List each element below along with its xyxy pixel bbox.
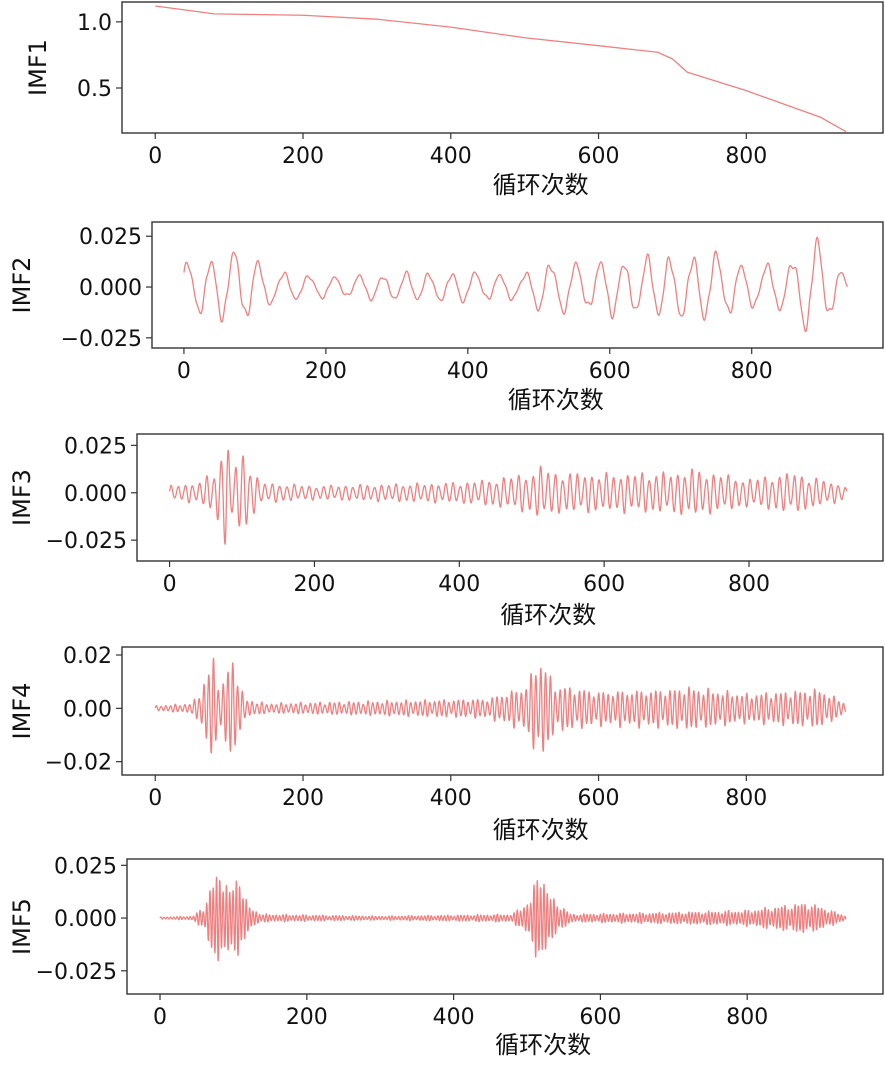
series-line-imf5 xyxy=(159,876,847,962)
x-tick-label: 400 xyxy=(433,1005,475,1030)
x-tick-label: 200 xyxy=(286,1005,328,1030)
x-tick-label: 400 xyxy=(438,572,480,597)
x-tick-label: 600 xyxy=(578,144,620,169)
series-line-imf2 xyxy=(183,236,849,333)
y-tick-label: −0.025 xyxy=(46,529,127,554)
y-axis-label: IMF3 xyxy=(8,469,36,526)
panel-imf3: 0 200 400 600 800 0.025 0.000 −0.025 循环次数 IMF3 xyxy=(8,433,884,629)
panels: 0 200 400 600 800 1.0 0.5 循环次数 IMF1 0 200 400 600 800… xyxy=(8,1,884,1059)
y-tick-label: 0.025 xyxy=(64,434,127,459)
y-tick-label: 0.000 xyxy=(64,482,127,507)
y-tick-label: 0.000 xyxy=(54,907,117,932)
series-line-imf3 xyxy=(168,449,848,545)
x-tick-label: 200 xyxy=(305,359,347,384)
y-tick-label: 0.025 xyxy=(54,854,117,879)
plot-frame xyxy=(151,221,884,349)
x-axis-label: 循环次数 xyxy=(508,386,604,414)
x-tick-label: 200 xyxy=(282,786,324,811)
x-tick-label: 0 xyxy=(177,359,191,384)
x-tick-label: 200 xyxy=(293,572,335,597)
y-tick-label: −0.025 xyxy=(61,327,142,352)
plot-frame xyxy=(126,858,884,995)
y-tick-label: 1.0 xyxy=(77,11,112,36)
y-axis-label: IMF1 xyxy=(24,39,52,96)
x-tick-label: 800 xyxy=(728,572,770,597)
y-tick-label: 0.00 xyxy=(63,697,112,722)
x-tick-label: 800 xyxy=(725,144,767,169)
x-tick-label: 600 xyxy=(578,786,620,811)
panel-imf1: 0 200 400 600 800 1.0 0.5 循环次数 IMF1 xyxy=(24,1,884,199)
x-axis-label: 循环次数 xyxy=(493,816,589,844)
x-tick-label: 400 xyxy=(430,786,472,811)
y-axis-label: IMF5 xyxy=(8,898,36,955)
y-tick-label: 0.025 xyxy=(79,225,142,250)
plot-frame xyxy=(136,433,884,562)
y-tick-label: 0.02 xyxy=(63,644,112,669)
plot-frame xyxy=(121,646,884,776)
y-axis-label: IMF4 xyxy=(8,683,36,740)
x-axis-label: 循环次数 xyxy=(500,601,596,629)
x-tick-label: 400 xyxy=(447,359,489,384)
x-tick-label: 600 xyxy=(579,1005,621,1030)
x-tick-label: 200 xyxy=(282,144,324,169)
plot-frame xyxy=(121,1,884,134)
y-tick-label: −0.025 xyxy=(36,960,117,985)
series-line-imf4 xyxy=(154,657,847,754)
x-tick-label: 0 xyxy=(153,1005,167,1030)
x-tick-label: 800 xyxy=(726,1005,768,1030)
x-tick-label: 800 xyxy=(725,786,767,811)
x-tick-label: 0 xyxy=(163,572,177,597)
y-tick-label: −0.02 xyxy=(45,751,112,776)
x-tick-label: 600 xyxy=(583,572,625,597)
y-axis-label: IMF2 xyxy=(8,257,36,314)
y-tick-label: 0.5 xyxy=(77,77,112,102)
x-tick-label: 800 xyxy=(731,359,773,384)
panel-imf2: 0 200 400 600 800 0.025 0.000 −0.025 循环次数 IMF2 xyxy=(8,221,884,414)
x-tick-label: 600 xyxy=(589,359,631,384)
x-axis-label: 循环次数 xyxy=(495,1031,591,1059)
x-tick-label: 0 xyxy=(148,786,162,811)
x-tick-label: 400 xyxy=(430,144,472,169)
y-tick-label: 0.000 xyxy=(79,276,142,301)
panel-imf4: 0 200 400 600 800 0.02 0.00 −0.02 循环次数 IMF4 xyxy=(8,644,884,844)
panel-imf5: 0 200 400 600 800 0.025 0.000 −0.025 循环次数 IMF5 xyxy=(8,854,884,1059)
x-tick-label: 0 xyxy=(148,144,162,169)
series-line-imf1 xyxy=(155,5,847,133)
x-axis-label: 循环次数 xyxy=(493,171,589,199)
